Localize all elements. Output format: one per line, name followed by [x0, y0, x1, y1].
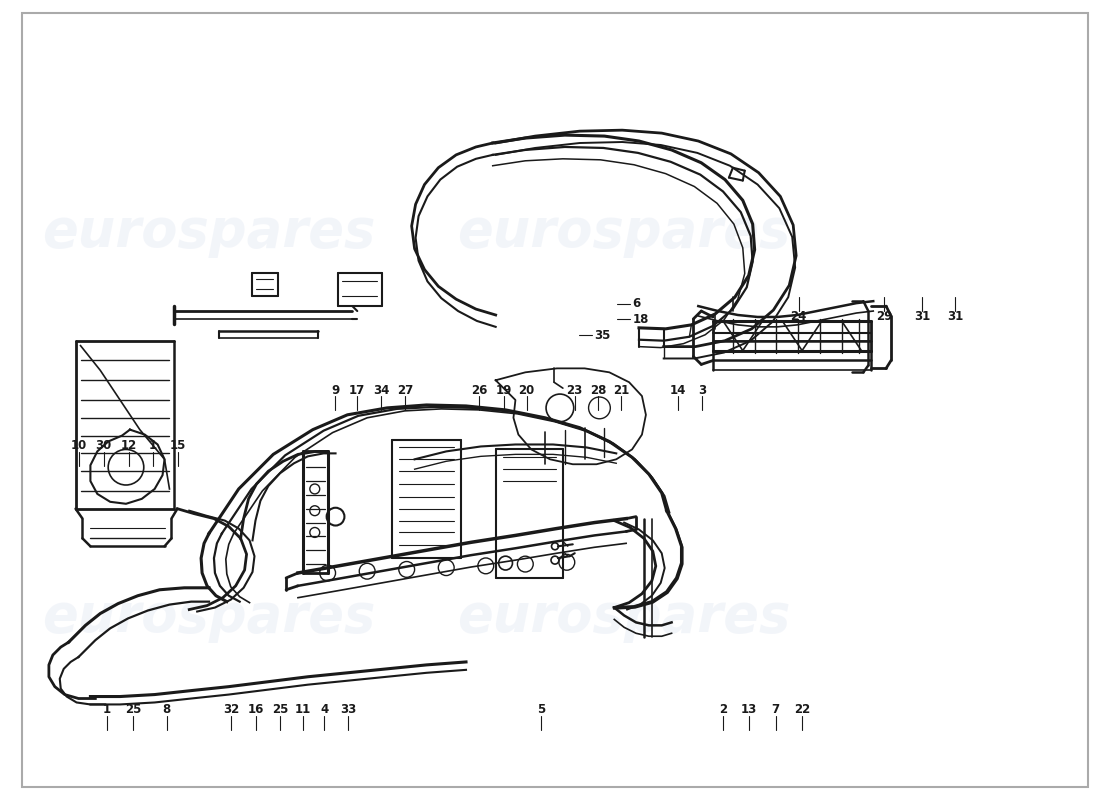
Text: 14: 14: [670, 384, 686, 397]
Text: 5: 5: [537, 703, 544, 717]
Text: 1: 1: [103, 703, 111, 717]
Text: 1: 1: [148, 439, 156, 452]
Text: eurospares: eurospares: [458, 591, 791, 643]
Text: 26: 26: [471, 384, 487, 397]
Text: 25: 25: [125, 703, 141, 717]
Text: 6: 6: [632, 297, 641, 310]
Text: eurospares: eurospares: [458, 206, 791, 258]
Text: 2: 2: [719, 703, 727, 717]
Text: 29: 29: [877, 310, 892, 323]
Text: 17: 17: [349, 384, 365, 397]
Text: 8: 8: [163, 703, 170, 717]
Text: 9: 9: [331, 384, 340, 397]
Text: 22: 22: [794, 703, 810, 717]
Text: 11: 11: [295, 703, 311, 717]
Text: 28: 28: [591, 384, 606, 397]
Text: 12: 12: [121, 439, 136, 452]
Text: 15: 15: [169, 439, 186, 452]
Text: 19: 19: [496, 384, 513, 397]
Text: 20: 20: [518, 384, 535, 397]
Text: 27: 27: [397, 384, 412, 397]
Text: 16: 16: [248, 703, 264, 717]
Text: 4: 4: [320, 703, 329, 717]
Text: 23: 23: [566, 384, 583, 397]
Text: 31: 31: [914, 310, 931, 323]
Text: 24: 24: [790, 310, 806, 323]
Text: 35: 35: [594, 329, 610, 342]
Text: 25: 25: [272, 703, 288, 717]
Text: 18: 18: [632, 313, 649, 326]
Text: 13: 13: [740, 703, 757, 717]
Text: 21: 21: [613, 384, 629, 397]
Text: 33: 33: [340, 703, 356, 717]
Text: 34: 34: [373, 384, 389, 397]
Text: 7: 7: [771, 703, 780, 717]
Text: 3: 3: [697, 384, 706, 397]
Text: 32: 32: [223, 703, 239, 717]
Text: 31: 31: [947, 310, 964, 323]
Text: eurospares: eurospares: [42, 206, 376, 258]
Text: 10: 10: [70, 439, 87, 452]
Text: eurospares: eurospares: [42, 591, 376, 643]
Text: 30: 30: [96, 439, 112, 452]
